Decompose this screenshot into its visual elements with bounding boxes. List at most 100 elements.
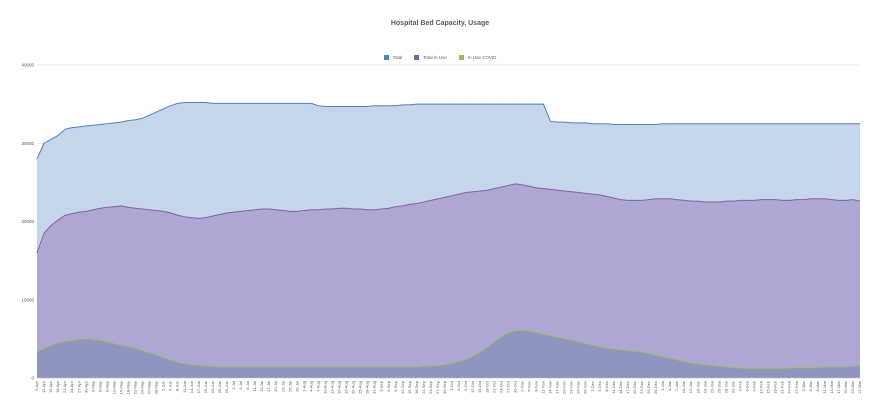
x-tick-label: 5-Jul [238,381,243,390]
x-tick-label: 20-Jun [203,381,208,393]
x-tick-label: 23-Jul [280,381,285,392]
x-tick-label: 29-Jul [294,381,299,392]
y-tick-label: 40000 [21,63,34,68]
x-tick-label: 6-Feb [745,380,750,391]
x-tick-label: 27-Feb [794,380,799,393]
chart-title: Hospital Bed Capacity, Usage [390,20,490,27]
x-tick-label: 27-Mar [857,380,862,393]
x-tick-label: 18-Oct [484,380,489,393]
x-tick-label: 8-Jul [245,381,250,390]
x-tick-label: 26-Jul [287,381,292,392]
x-tick-label: 29-Jun [224,381,229,393]
x-tick-label: 2-Nov [519,381,524,392]
x-tick-label: 8-Nov [533,381,538,392]
x-tick-label: 10-Jan [681,381,686,393]
x-tick-label: 2-Jun [161,381,166,391]
legend-item-total: Total [383,55,402,60]
x-tick-label: 31-Jan [730,381,735,393]
x-tick-label: 26-Jun [217,381,222,393]
x-tick-label: 22-Jan [709,381,714,393]
x-tick-label: 1-Aug [301,381,306,392]
x-tick-label: 28-Jan [723,381,728,393]
x-tick-label: 12-Sep [400,380,405,394]
y-tick-label: 10000 [21,297,34,302]
x-tick-label: 30-Apr [83,380,88,393]
x-tick-label: 11-Mar [822,380,827,393]
x-tick-label: 16-Jan [695,381,700,393]
x-tick-label: 27-Sep [435,380,440,394]
x-tick-label: 9-Feb [752,380,757,391]
x-tick-label: 14-Nov [548,381,553,394]
x-tick-label: 3-Sep [379,380,384,391]
x-tick-label: 5-Mar [808,380,813,391]
x-tick-label: 14-Mar [829,380,834,393]
x-tick-label: 9-Oct [463,380,468,391]
x-tick-label: 5-Dec [597,381,602,392]
x-tick-label: 19-Aug [344,381,349,394]
x-tick-label: 24-Feb [787,380,792,393]
x-tick-label: 11-Dec [611,381,616,394]
x-tick-label: 12-Apr [41,380,46,393]
x-tick-label: 3-May [90,381,95,392]
x-tick-label: 29-Nov [583,381,588,394]
x-tick-label: 24-Oct [498,380,503,393]
y-tick-label: 30000 [21,141,34,146]
x-tick-label: 23-Nov [569,381,574,394]
x-tick-label: 23-Jun [210,381,215,393]
x-tick-label: 19-Jan [702,381,707,393]
x-tick-label: 3-Feb [737,380,742,391]
x-tick-label: 24-Sep [428,380,433,394]
x-tick-label: 15-Feb [766,380,771,393]
x-tick-label: 12-Oct [470,380,475,393]
x-tick-label: 10-Aug [322,381,327,394]
x-tick-label: 23-Dec [639,381,644,394]
legend-swatch-in-use-covid [458,55,464,60]
x-tick-label: 24-May [140,381,145,394]
x-tick-label: 24-Apr [69,380,74,393]
x-tick-label: 6-Oct [456,380,461,391]
x-tick-label: 14-Jun [189,381,194,393]
x-tick-label: 9-Apr [34,380,39,390]
x-tick-label: 30-Sep [442,380,447,394]
x-tick-label: 17-Nov [555,381,560,394]
x-tick-label: 16-Aug [337,381,342,394]
x-tick-label: 26-Dec [646,381,651,394]
x-tick-label: 27-Oct [505,380,510,393]
x-tick-label: 12-Feb [759,380,764,393]
x-tick-label: 11-Jul [252,381,257,392]
x-tick-label: 31-Aug [372,381,377,394]
x-tick-label: 27-Apr [76,380,81,393]
chart-legend: Total Total In Use In Use COVID [0,55,880,60]
x-tick-label: 21-May [133,381,138,394]
x-tick-label: 9-May [104,381,109,392]
x-tick-label: 22-Aug [351,381,356,394]
y-tick-label: 0 [31,376,34,381]
x-tick-label: 20-Dec [632,381,637,394]
x-tick-label: 29-Dec [653,381,658,394]
legend-label-total-in-use: Total In Use [423,55,447,60]
x-tick-label: 20-Nov [562,381,567,394]
x-tick-label: 7-Jan [674,381,679,391]
legend-item-in-use-covid: In Use COVID [458,55,496,60]
line-series-1 [36,183,861,253]
x-tick-label: 6-Sep [386,380,391,391]
x-tick-label: 8-Jun [175,381,180,391]
x-tick-label: 14-Jul [259,381,264,392]
x-tick-label: 17-Dec [625,381,630,394]
area-series-1 [37,183,860,378]
area-series-2 [37,330,860,378]
x-tick-label: 11-Nov [541,381,546,394]
x-tick-label: 15-Apr [48,380,53,393]
x-tick-label: 7-Aug [315,381,320,392]
x-tick-label: 11-Jun [182,381,187,393]
x-tick-label: 26-Nov [576,381,581,394]
x-tick-label: 2-Mar [801,380,806,391]
x-tick-label: 14-Dec [618,381,623,394]
x-tick-label: 20-Jul [273,381,278,392]
x-tick-label: 30-Oct [512,380,517,393]
x-tick-label: 13-Jan [688,381,693,393]
x-tick-label: 9-Sep [393,380,398,391]
x-tick-label: 3-Oct [449,380,454,391]
x-tick-label: 23-Mar [850,380,855,393]
